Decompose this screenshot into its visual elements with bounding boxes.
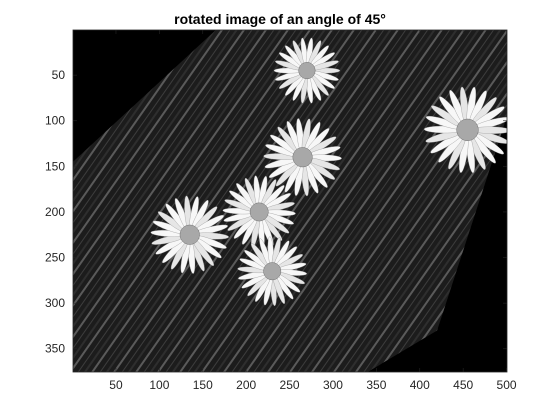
x-tick-label: 450	[453, 378, 473, 392]
flower-center	[179, 224, 200, 245]
axes-frame	[72, 29, 508, 373]
x-tick-label: 200	[236, 378, 256, 392]
daisy-flower	[263, 118, 342, 197]
x-axis-ticks: 50 100 150 200 250 300 350 400 450 500	[109, 30, 517, 392]
rotated-image	[73, 30, 507, 372]
y-tick-label: 250	[45, 251, 65, 265]
daisy-flowers	[150, 37, 507, 307]
x-tick-label: 400	[410, 378, 430, 392]
grass-photo-region	[73, 30, 507, 372]
y-tick-label: 350	[45, 342, 65, 356]
x-tick-label: 150	[193, 378, 213, 392]
daisy-flower	[237, 236, 307, 307]
x-tick-label: 50	[109, 378, 123, 392]
flower-center	[249, 202, 269, 222]
figure-title: rotated image of an angle of 45°	[174, 11, 386, 27]
x-tick-label: 100	[149, 378, 169, 392]
flower-center	[298, 62, 316, 80]
daisy-flower	[222, 175, 296, 249]
daisy-flower	[150, 195, 229, 274]
x-tick-label: 300	[323, 378, 343, 392]
daisy-flower	[273, 37, 341, 104]
y-axis-ticks: 50 100 150 200 250 300 350	[45, 68, 507, 356]
x-tick-label: 500	[497, 378, 517, 392]
y-tick-label: 100	[45, 114, 65, 128]
y-tick-label: 200	[45, 205, 65, 219]
x-tick-label: 250	[280, 378, 300, 392]
y-tick-label: 300	[45, 296, 65, 310]
daisy-flower	[423, 86, 507, 174]
flower-center	[263, 262, 282, 281]
y-tick-label: 150	[45, 159, 65, 173]
flower-center	[292, 147, 313, 168]
flower-center	[456, 118, 479, 141]
y-tick-label: 50	[52, 68, 66, 82]
x-tick-label: 350	[366, 378, 386, 392]
